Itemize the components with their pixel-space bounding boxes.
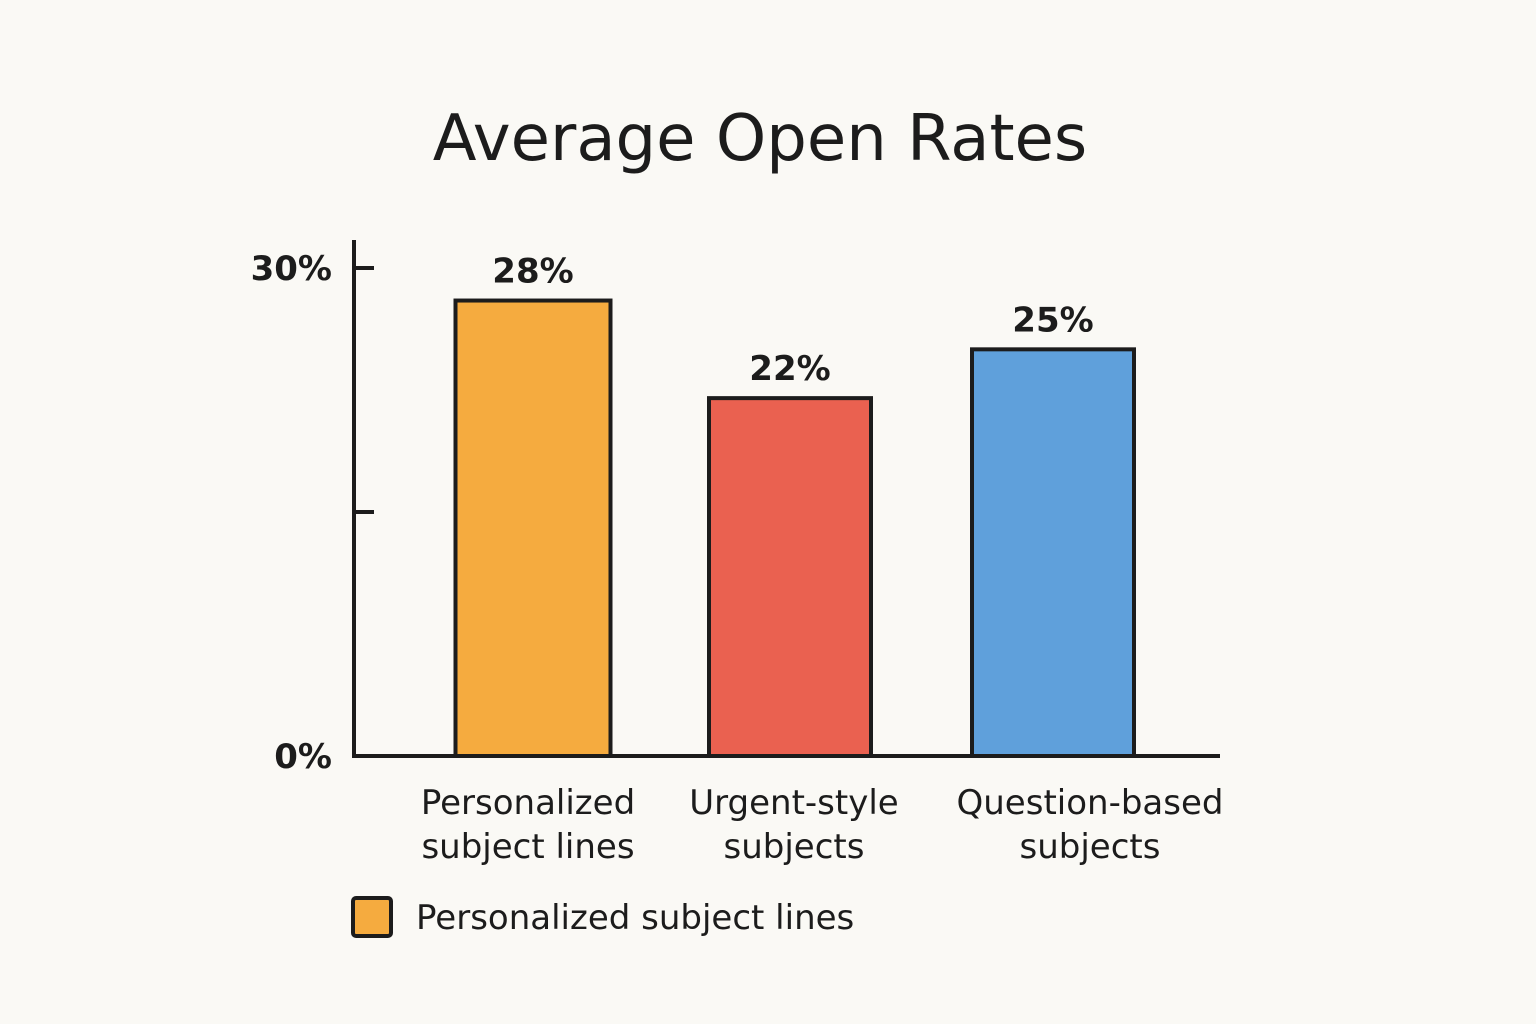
- bar-value-label: 22%: [749, 349, 830, 389]
- category-label: subject lines: [421, 827, 634, 867]
- bar: [453, 298, 613, 758]
- category-label: Urgent-style: [689, 783, 898, 823]
- legend-swatch: [351, 896, 393, 938]
- legend-label: Personalized subject lines: [416, 898, 854, 938]
- y-tick-label: 0%: [274, 737, 332, 777]
- bar-value-label: 25%: [1012, 300, 1093, 340]
- y-ticks: 0% 30%: [251, 249, 374, 777]
- category-label: Question-based: [957, 783, 1224, 823]
- bar: [707, 396, 873, 758]
- category-label: subjects: [724, 827, 865, 867]
- category-label: subjects: [1020, 827, 1161, 867]
- value-labels: 28% 22% 25%: [492, 252, 1093, 390]
- chart-title: Average Open Rates: [433, 102, 1088, 176]
- bar-value-label: 28%: [492, 252, 573, 292]
- legend: Personalized subject lines: [351, 896, 854, 938]
- bars: [453, 298, 1136, 758]
- category-label: Personalized: [421, 783, 635, 823]
- bar: [970, 347, 1136, 758]
- y-tick-label: 30%: [251, 249, 332, 289]
